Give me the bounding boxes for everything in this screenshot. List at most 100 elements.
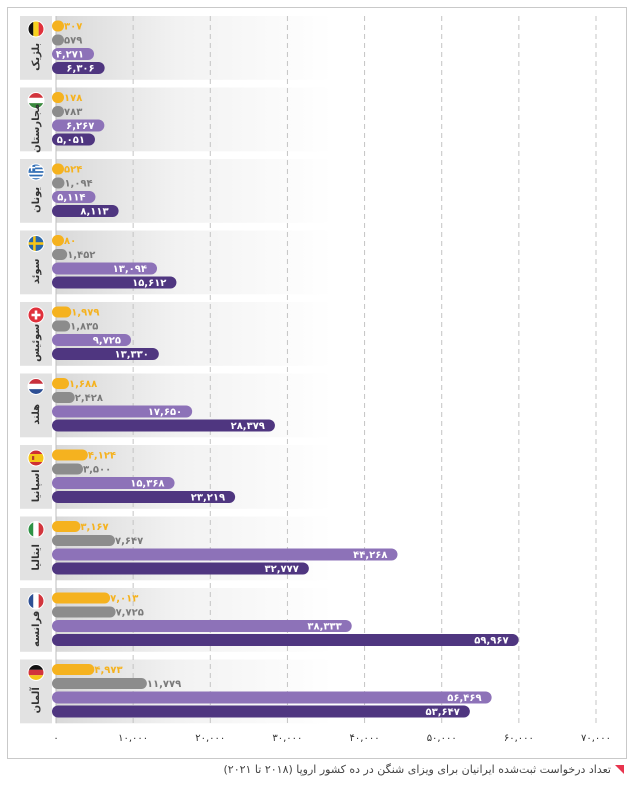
bar-value-label: ۱۵,۶۱۲ xyxy=(132,278,166,289)
bar-value-label: ۵۷۹ xyxy=(64,36,82,47)
x-tick-label: ۲۰,۰۰۰ xyxy=(195,733,225,744)
flag-stripe xyxy=(28,521,34,538)
bar-2021 xyxy=(52,62,105,74)
bar-value-label: ۱۳,۳۳۰ xyxy=(115,350,149,361)
bar-2020 xyxy=(52,334,132,346)
flag-stripe xyxy=(28,169,44,172)
flag-stripe xyxy=(28,174,44,177)
flag-stripe xyxy=(33,521,39,538)
bar-value-label: ۷,۶۴۷ xyxy=(115,536,143,547)
flag-stripe xyxy=(28,669,44,676)
netherlands-flag-icon xyxy=(27,378,45,395)
flag-border xyxy=(27,378,45,395)
bar-2018 xyxy=(52,163,64,175)
bar-2021 xyxy=(52,205,119,217)
bar-2020 xyxy=(52,620,352,632)
bar-value-label: ۳۲,۷۷۷ xyxy=(265,564,299,575)
bar-value-label: ۴,۲۷۱ xyxy=(56,50,84,61)
flag-fill xyxy=(28,21,44,37)
bar-2020 xyxy=(52,262,158,275)
x-tick-label: ۷۰,۰۰۰ xyxy=(581,733,611,744)
bar-value-label: ۶,۲۶۷ xyxy=(66,121,94,132)
flag-fill xyxy=(28,164,44,180)
bar-2021 xyxy=(52,348,159,360)
flag-fill xyxy=(28,378,44,395)
bar-value-label: ۷۸۳ xyxy=(64,107,82,118)
sweden-flag-icon xyxy=(27,235,45,252)
bar-2020 xyxy=(52,477,175,489)
flag-stripe xyxy=(28,97,44,104)
country-name-label: ایتالیا xyxy=(31,544,42,571)
france-flag-icon xyxy=(27,592,45,610)
flag-stripe xyxy=(30,164,33,172)
flag-stripe xyxy=(28,178,44,180)
bar-value-label: ۱۷۸ xyxy=(64,93,82,104)
bar-2019 xyxy=(52,535,115,546)
flag-fill xyxy=(28,521,44,538)
flag-stripe xyxy=(28,21,34,37)
bar-2018 xyxy=(52,235,64,246)
bar-2020 xyxy=(52,191,96,203)
flag-stripe xyxy=(33,21,39,37)
bar-2018 xyxy=(52,592,111,604)
flag-stripe xyxy=(28,389,44,395)
bar-2021 xyxy=(52,419,275,432)
hungary-flag-icon xyxy=(27,92,45,109)
bar-2020 xyxy=(52,48,94,60)
bar-2020 xyxy=(52,119,105,132)
bar-2021 xyxy=(52,133,95,146)
flag-fill xyxy=(28,307,44,323)
bar-2019 xyxy=(52,392,75,403)
bar-value-label: ۲,۴۲۸ xyxy=(75,393,103,404)
bar-value-label: ۸۰ xyxy=(64,236,76,247)
flag-fill xyxy=(28,92,44,109)
bar-value-label: ۶,۳۰۶ xyxy=(66,64,94,75)
bar-2018 xyxy=(52,521,81,532)
flag-stripe xyxy=(28,675,44,681)
greece-flag-icon xyxy=(27,163,45,181)
bar-value-label: ۴۴,۲۶۸ xyxy=(353,550,387,561)
bar-2019 xyxy=(52,177,65,189)
bar-2019 xyxy=(52,678,147,689)
panel-background xyxy=(56,16,608,80)
x-tick-label: ۶۰,۰۰۰ xyxy=(504,733,534,744)
x-tick-label: ۰ xyxy=(53,733,58,744)
flag-stripe xyxy=(28,176,44,179)
bar-value-label: ۹,۷۲۵ xyxy=(93,336,121,347)
bar-value-label: ۳,۵۰۰ xyxy=(83,465,111,476)
country-name-label: فرانسه xyxy=(31,611,42,647)
flag-stripe xyxy=(28,165,44,168)
flag-stripe xyxy=(28,383,44,390)
bar-value-label: ۱۷,۶۵۰ xyxy=(148,407,182,418)
bar-value-label: ۱,۶۸۸ xyxy=(69,379,97,390)
bar-2020 xyxy=(52,548,398,561)
flag-stripe xyxy=(28,171,44,173)
belgium-flag-icon xyxy=(27,20,45,38)
bar-2019 xyxy=(52,34,64,46)
flag-stripe xyxy=(28,378,44,384)
bar-value-label: ۷,۰۱۳ xyxy=(110,594,138,605)
flag-stripe xyxy=(28,454,44,462)
chart-caption: تعداد درخواست ثبت‌شده ایرانیان برای ویزا… xyxy=(223,763,624,776)
bar-value-label: ۱,۹۷۹ xyxy=(71,308,99,319)
bar-value-label: ۵۳,۶۴۷ xyxy=(426,707,460,718)
flag-border xyxy=(27,235,45,252)
flag-border xyxy=(27,92,45,109)
country-name-label: اسپانیا xyxy=(31,469,42,502)
bar-value-label: ۲۳,۲۱۹ xyxy=(191,493,225,504)
flag-border xyxy=(27,664,45,681)
caption-text: تعداد درخواست ثبت‌شده ایرانیان برای ویزا… xyxy=(223,763,612,776)
bar-2019 xyxy=(52,320,71,332)
bar-2021 xyxy=(52,276,177,289)
flag-stripe xyxy=(32,456,35,460)
bar-value-label: ۵,۱۱۴ xyxy=(57,193,85,204)
panel-background xyxy=(56,159,608,223)
bar-value-label: ۱۳,۰۹۴ xyxy=(113,264,147,275)
bar-value-label: ۵۶,۴۶۹ xyxy=(447,693,481,704)
flag-stripe xyxy=(28,167,44,170)
x-tick-label: ۴۰,۰۰۰ xyxy=(350,733,380,744)
flag-stripe xyxy=(28,164,44,166)
country-name-label: سوئد xyxy=(31,258,42,284)
flag-border xyxy=(27,592,45,610)
bar-2018 xyxy=(52,449,88,461)
